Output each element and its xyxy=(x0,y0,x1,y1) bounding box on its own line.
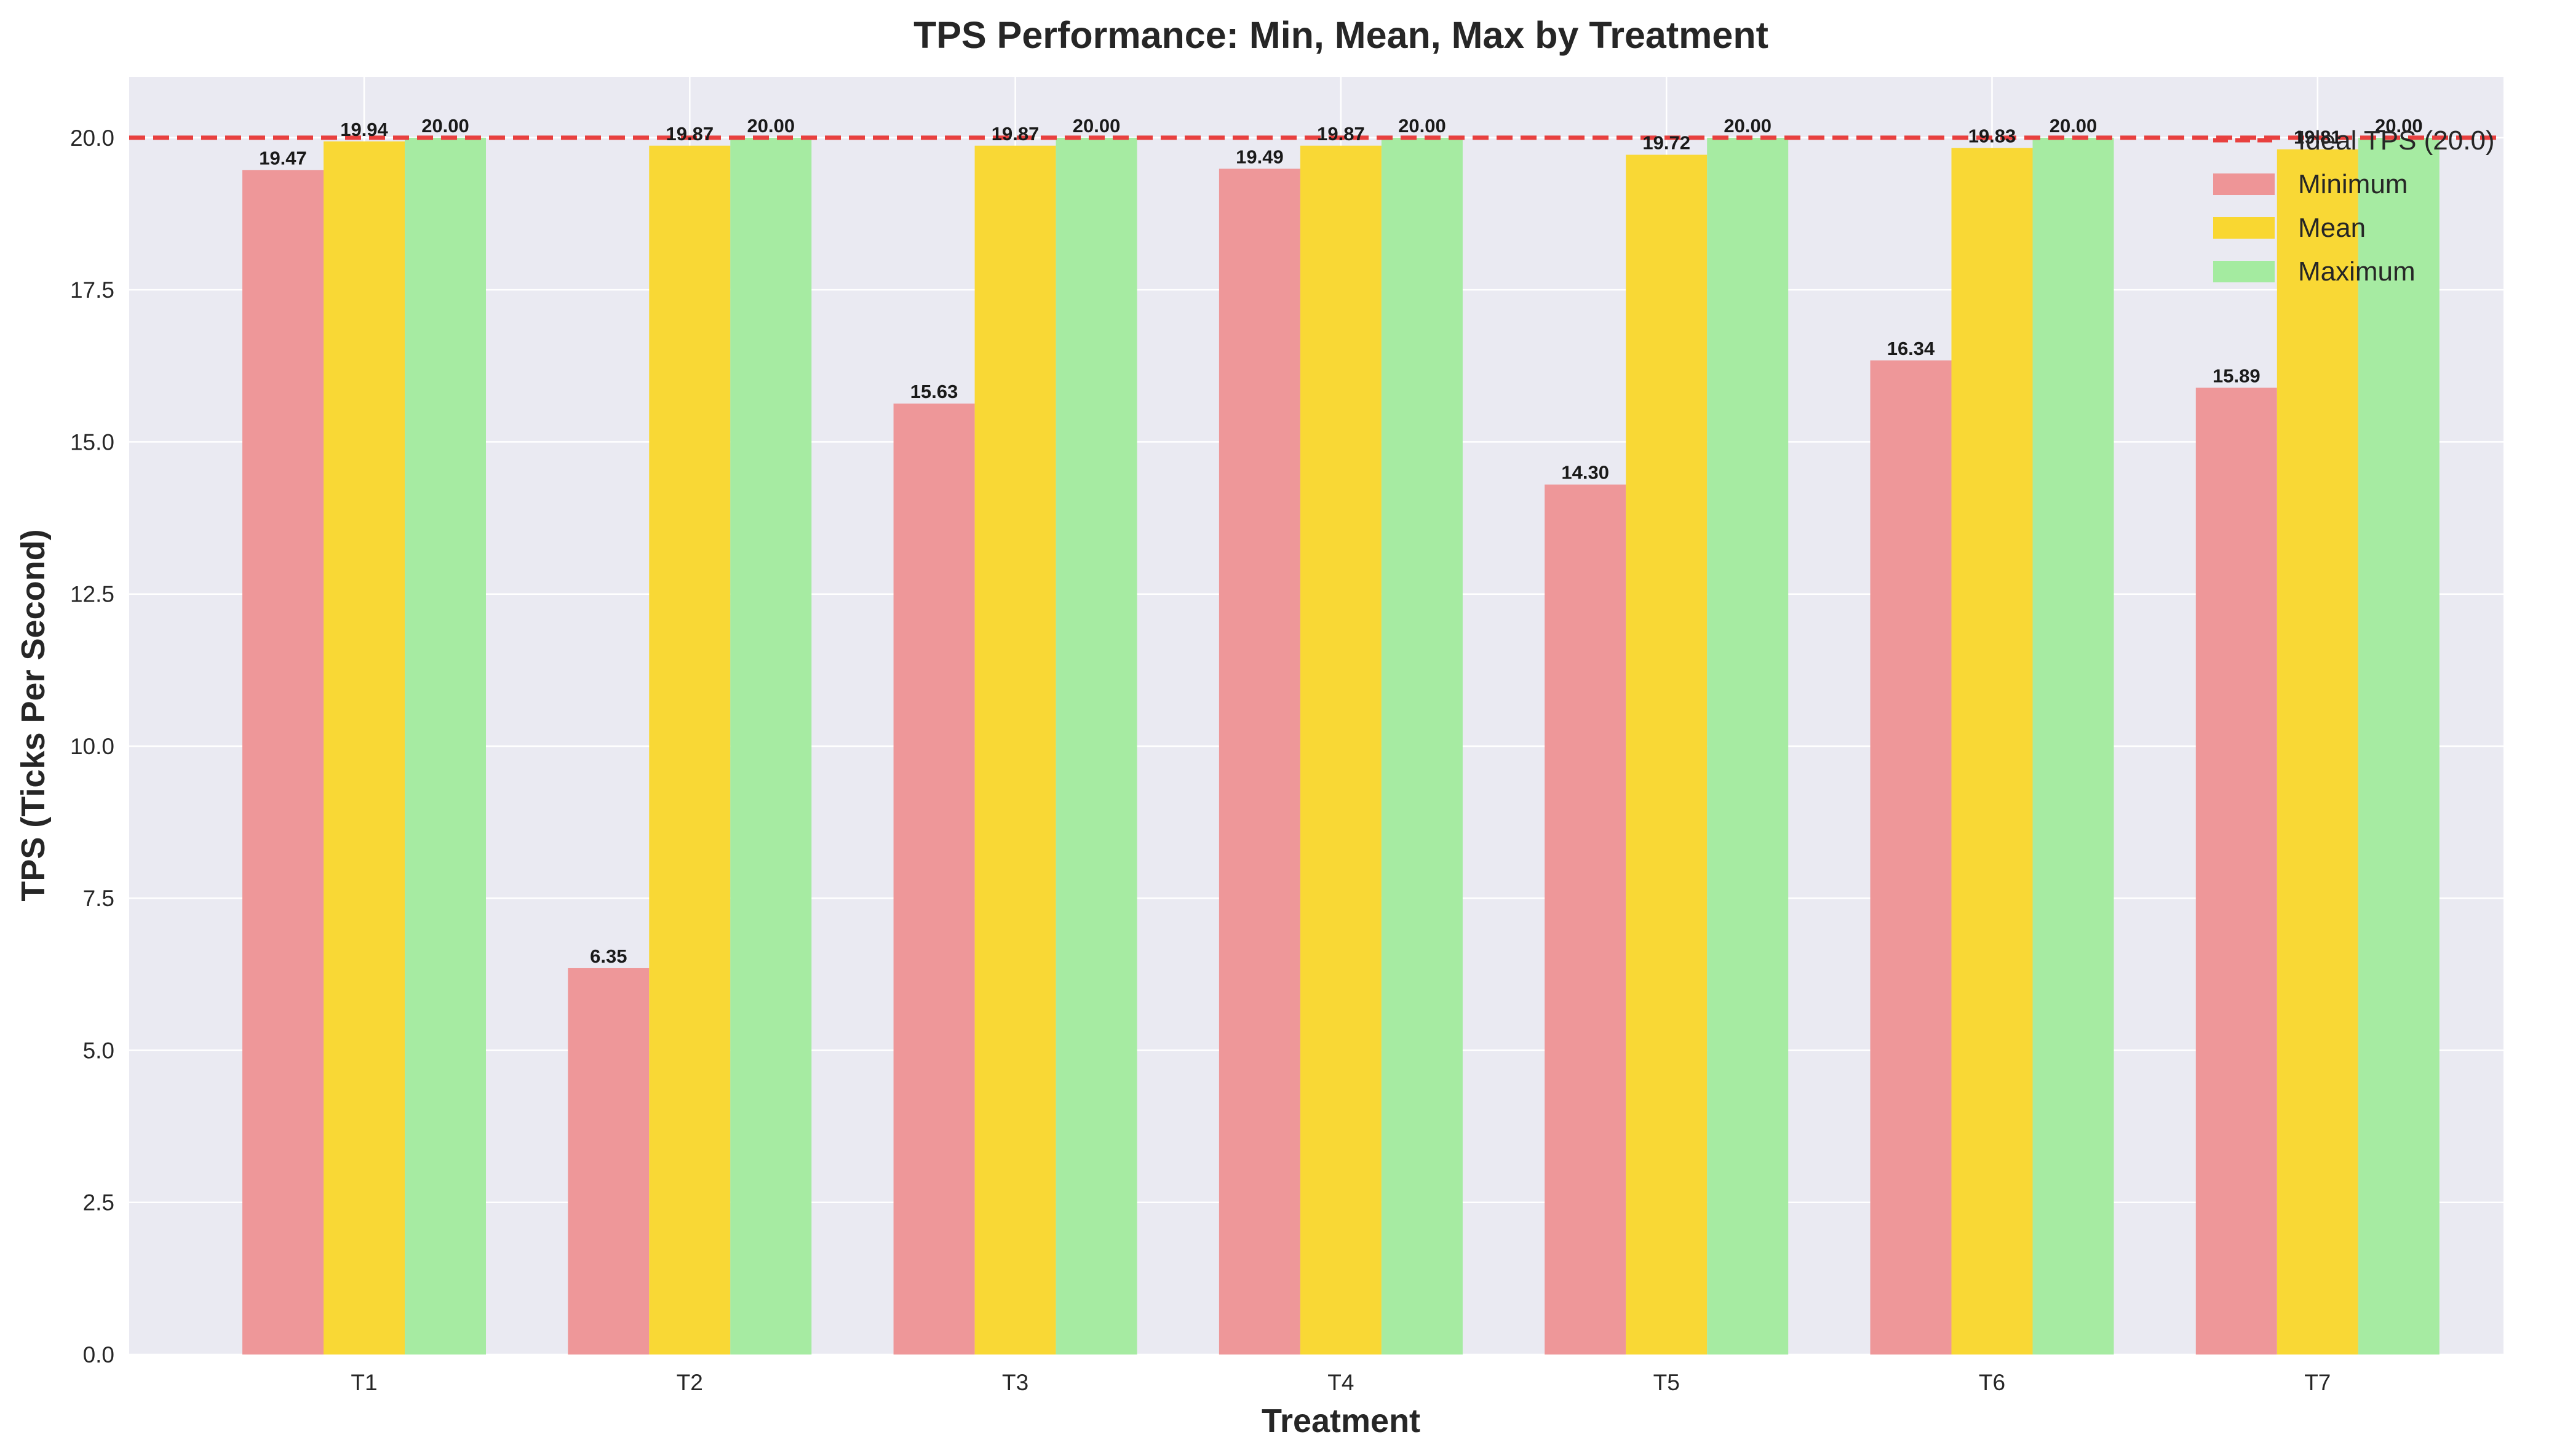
y-tick-label: 17.5 xyxy=(70,277,114,303)
bar-maximum-t2 xyxy=(730,137,812,1355)
bar-maximum-t7 xyxy=(2358,137,2440,1355)
legend-label-ideal: Ideal TPS (20.0) xyxy=(2298,125,2495,156)
bar-mean-t1 xyxy=(324,141,405,1355)
legend-label-mean: Mean xyxy=(2298,213,2366,243)
x-axis-label: Treatment xyxy=(1262,1402,1420,1439)
legend-swatch-mean xyxy=(2213,217,2275,239)
chart-title: TPS Performance: Min, Mean, Max by Treat… xyxy=(913,14,1768,56)
data-label-minimum-t4: 19.49 xyxy=(1236,146,1284,167)
data-label-mean-t2: 19.87 xyxy=(666,123,714,145)
data-label-maximum-t6: 20.00 xyxy=(2050,115,2098,137)
data-label-maximum-t2: 20.00 xyxy=(747,115,795,137)
y-axis-label: TPS (Ticks Per Second) xyxy=(15,529,52,901)
data-label-mean-t6: 19.83 xyxy=(1968,125,2016,147)
x-tick-label: T3 xyxy=(1002,1370,1028,1395)
bar-minimum-t2 xyxy=(568,968,650,1355)
y-tick-label: 7.5 xyxy=(83,886,114,911)
x-tick-label: T2 xyxy=(677,1370,703,1395)
bar-minimum-t5 xyxy=(1545,484,1626,1355)
bar-minimum-t4 xyxy=(1219,169,1300,1355)
bar-maximum-t1 xyxy=(405,137,486,1355)
y-tick-label: 20.0 xyxy=(70,125,114,151)
data-label-minimum-t6: 16.34 xyxy=(1887,338,1935,359)
bar-mean-t5 xyxy=(1626,154,1708,1355)
data-label-minimum-t1: 19.47 xyxy=(259,147,307,169)
bar-mean-t7 xyxy=(2277,149,2358,1355)
y-tick-label: 10.0 xyxy=(70,734,114,759)
bar-mean-t4 xyxy=(1300,145,1382,1355)
bar-minimum-t6 xyxy=(1870,360,1952,1355)
bar-minimum-t3 xyxy=(893,404,975,1355)
legend-label-minimum: Minimum xyxy=(2298,169,2408,199)
legend-swatch-minimum xyxy=(2213,173,2275,195)
data-label-minimum-t7: 15.89 xyxy=(2213,365,2261,386)
bar-minimum-t1 xyxy=(242,170,324,1355)
data-label-mean-t5: 19.72 xyxy=(1642,132,1690,154)
y-tick-label: 15.0 xyxy=(70,429,114,455)
y-tick-label: 5.0 xyxy=(83,1038,114,1063)
data-label-maximum-t5: 20.00 xyxy=(1724,115,1772,137)
bar-maximum-t6 xyxy=(2032,137,2114,1355)
bar-maximum-t3 xyxy=(1056,137,1137,1355)
x-tick-label: T1 xyxy=(351,1370,377,1395)
bar-minimum-t7 xyxy=(2195,388,2277,1355)
legend-swatch-maximum xyxy=(2213,261,2275,282)
y-tick-label: 12.5 xyxy=(70,582,114,607)
x-tick-label: T5 xyxy=(1653,1370,1680,1395)
data-label-maximum-t4: 20.00 xyxy=(1398,115,1446,137)
legend: Ideal TPS (20.0) Minimum Mean Maximum xyxy=(2213,125,2495,287)
data-label-maximum-t7: 20.00 xyxy=(2375,115,2423,137)
y-tick-label: 0.0 xyxy=(83,1342,114,1367)
tick-labels: 0.0 2.5 5.0 7.5 10.0 12.5 15.0 17.5 20.0 T1 T2 T3 T4… xyxy=(70,125,2331,1395)
data-label-minimum-t2: 6.35 xyxy=(590,945,627,967)
x-tick-label: T6 xyxy=(1979,1370,2005,1395)
data-label-minimum-t5: 14.30 xyxy=(1561,462,1609,483)
bar-maximum-t4 xyxy=(1381,137,1463,1355)
data-label-mean-t3: 19.87 xyxy=(992,123,1040,145)
data-labels: 19.47 6.35 15.63 19.49 14.30 16.34 15.89 19.94 1… xyxy=(259,115,2422,967)
bar-mean-t2 xyxy=(649,145,731,1355)
x-tick-label: T7 xyxy=(2304,1370,2331,1395)
data-label-minimum-t3: 15.63 xyxy=(910,381,958,402)
y-tick-label: 2.5 xyxy=(83,1190,114,1215)
data-label-mean-t7: 19.81 xyxy=(2294,127,2342,148)
data-label-mean-t4: 19.87 xyxy=(1317,123,1365,145)
bar-maximum-t5 xyxy=(1707,137,1789,1355)
bars xyxy=(242,137,2440,1355)
data-label-maximum-t3: 20.00 xyxy=(1073,115,1121,137)
bar-mean-t6 xyxy=(1951,148,2033,1355)
x-tick-label: T4 xyxy=(1327,1370,1354,1395)
bar-mean-t3 xyxy=(974,145,1056,1355)
data-label-maximum-t1: 20.00 xyxy=(421,115,469,137)
legend-label-maximum: Maximum xyxy=(2298,257,2416,287)
data-label-mean-t1: 19.94 xyxy=(340,119,388,140)
